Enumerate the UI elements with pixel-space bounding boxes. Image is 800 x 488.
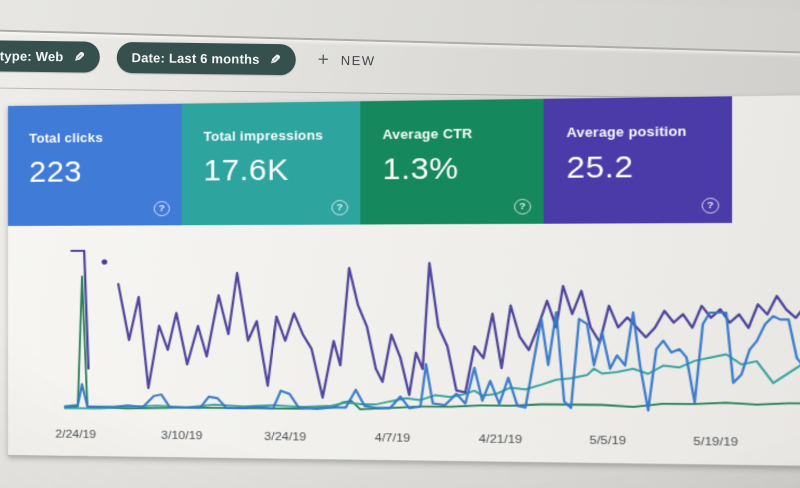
tile-total-clicks[interactable]: Total clicks 223 ? bbox=[8, 103, 182, 226]
tile-label: Total impressions bbox=[203, 128, 324, 144]
search-type-chip[interactable]: type: Web ✎ bbox=[0, 40, 100, 73]
tile-value: 223 bbox=[29, 156, 82, 189]
search-type-chip-label: type: Web bbox=[0, 48, 64, 65]
new-filter-label: NEW bbox=[340, 52, 376, 69]
x-axis-tick-label: 4/21/19 bbox=[478, 433, 523, 447]
tile-label: Total clicks bbox=[29, 130, 103, 146]
performance-chart[interactable]: 2/24/19 3/10/19 3/24/19 4/7/19 4/21/19 5/5/19… bbox=[8, 241, 800, 455]
help-icon[interactable]: ? bbox=[701, 197, 720, 214]
tile-value: 17.6K bbox=[203, 154, 289, 188]
tile-value: 1.3% bbox=[382, 152, 459, 187]
x-axis-tick-label: 4/7/19 bbox=[374, 432, 411, 445]
x-axis-tick-label: 5/19/19 bbox=[693, 435, 739, 449]
series-impressions-isolated-point bbox=[101, 259, 108, 265]
tile-label: Average position bbox=[566, 124, 687, 141]
tile-average-position[interactable]: Average position 25.2 ? bbox=[543, 96, 733, 224]
tile-total-impressions[interactable]: Total impressions 17.6K ? bbox=[181, 101, 361, 226]
x-axis-tick-label: 5/5/19 bbox=[589, 434, 627, 448]
help-icon[interactable]: ? bbox=[514, 198, 532, 215]
help-icon[interactable]: ? bbox=[331, 199, 349, 216]
plus-icon: + bbox=[317, 49, 329, 71]
x-axis-labels: 2/24/19 3/10/19 3/24/19 4/7/19 4/21/19 5/5/19… bbox=[8, 428, 800, 455]
x-axis-tick-label: 2/24/19 bbox=[55, 428, 97, 442]
x-axis-tick-label: 3/10/19 bbox=[161, 429, 203, 443]
date-range-chip-label: Date: Last 6 months bbox=[131, 50, 260, 67]
date-range-chip[interactable]: Date: Last 6 months ✎ bbox=[116, 41, 296, 76]
tile-label: Average CTR bbox=[382, 126, 473, 143]
chart-svg bbox=[8, 241, 800, 433]
edit-icon[interactable]: ✎ bbox=[269, 51, 281, 67]
new-filter-button[interactable]: + NEW bbox=[317, 49, 376, 71]
metric-tiles: Total clicks 223 ? Total impressions 17.… bbox=[8, 96, 733, 226]
x-axis-tick-label: 3/24/19 bbox=[264, 430, 307, 444]
performance-report-card: Total clicks 223 ? Total impressions 17.… bbox=[8, 92, 800, 470]
tile-average-ctr[interactable]: Average CTR 1.3% ? bbox=[360, 98, 544, 225]
help-icon[interactable]: ? bbox=[153, 201, 170, 217]
tile-value: 25.2 bbox=[566, 151, 634, 186]
edit-icon[interactable]: ✎ bbox=[73, 48, 85, 65]
